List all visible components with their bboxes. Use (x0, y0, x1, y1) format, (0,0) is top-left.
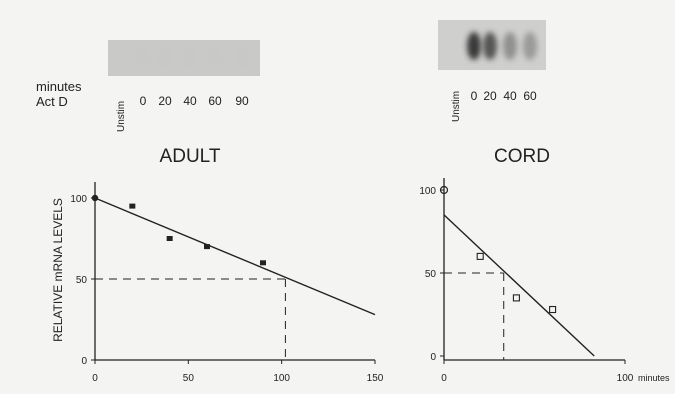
adult-chart-title: ADULT (160, 146, 221, 167)
y-tick-label: 100 (419, 186, 436, 197)
blot-band (483, 32, 497, 60)
blot-band (503, 32, 517, 60)
y-tick-label: 50 (76, 275, 88, 286)
x-tick-label: 100 (617, 373, 634, 384)
data-point (204, 244, 210, 250)
adult-chart: 0 50 100 0 50 100 150 (70, 182, 384, 384)
adult-y-axis-title: RELATIVE mRNA LEVELS (51, 198, 65, 342)
x-tick-label: 150 (367, 373, 384, 384)
adult-blot-lane-label: 60 (208, 94, 222, 108)
regression-line (94, 197, 376, 316)
adult-blot-bands (136, 48, 249, 68)
data-point (166, 236, 173, 241)
y-tick-label: 100 (70, 194, 87, 205)
blot-band (158, 48, 172, 68)
x-tick-label: 50 (183, 373, 195, 384)
blot-band (467, 32, 481, 60)
data-point (549, 305, 557, 314)
cord-blot: Unstim 0 20 40 60 (438, 20, 546, 122)
blot-row-label-actd: Act D (36, 94, 68, 109)
data-point (260, 260, 266, 266)
y-tick-label: 50 (425, 269, 437, 280)
x-tick-label: 0 (441, 373, 447, 384)
cord-blot-bands (467, 32, 537, 60)
adult-blot-lane-label: 20 (158, 94, 172, 108)
cord-chart: 0 50 100 0 100 (419, 178, 634, 384)
cord-blot-lane-label: 0 (471, 89, 478, 103)
data-point (439, 185, 449, 195)
adult-blot-unstim-label: Unstim (116, 101, 127, 132)
regression-line (443, 214, 595, 357)
adult-blot-lane-label: 90 (235, 94, 249, 108)
adult-blot: Unstim 0 20 40 60 90 (108, 40, 260, 132)
cord-x-axis-unit: minutes (638, 373, 670, 383)
x-tick-label: 0 (92, 373, 98, 384)
y-tick-label: 0 (81, 356, 87, 367)
data-point (91, 194, 99, 202)
x-tick-label: 100 (273, 373, 290, 384)
adult-blot-lane-label: 40 (183, 94, 197, 108)
y-tick-label: 0 (430, 352, 436, 363)
blot-band (136, 48, 150, 68)
blot-band (235, 48, 249, 68)
data-point (512, 294, 520, 302)
data-point (476, 252, 484, 260)
data-point (129, 203, 136, 209)
cord-chart-title: CORD (494, 146, 550, 167)
adult-blot-lane-label: 0 (140, 94, 147, 108)
cord-blot-lane-label: 40 (503, 89, 517, 103)
blot-band (183, 48, 197, 68)
cord-blot-lane-label: 60 (523, 89, 537, 103)
cord-blot-lane-label: 20 (483, 89, 497, 103)
blot-band (523, 32, 537, 60)
blot-band (208, 48, 222, 68)
cord-blot-unstim-label: Unstim (451, 91, 462, 122)
blot-row-label-minutes: minutes (36, 79, 82, 94)
